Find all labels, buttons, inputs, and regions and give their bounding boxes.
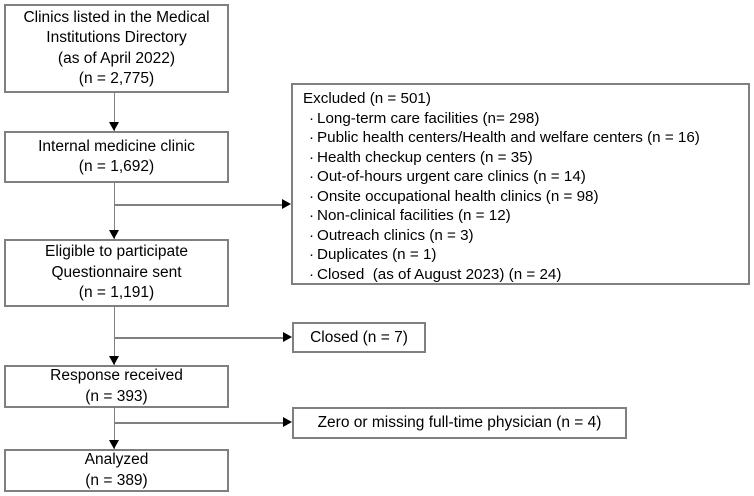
excluded-item-text: Duplicates (n = 1): [317, 246, 437, 263]
flow-box-text-line: Eligible to participate: [44, 243, 189, 261]
flow-box-closed: Closed (n = 7): [292, 322, 426, 353]
excluded-item-text: Long-term care facilities (n= 298): [317, 109, 540, 127]
flow-box-clinics-listed: Clinics listed in the Medical Institutio…: [4, 4, 229, 93]
flow-box-eligible: Eligible to participate Questionnaire se…: [4, 239, 229, 307]
excluded-item-text: Health checkup centers (n = 35): [317, 148, 533, 166]
bullet-icon: ·: [308, 187, 315, 205]
flow-box-internal-medicine: Internal medicine clinic (n = 1,692): [4, 131, 229, 183]
excluded-item-text: Onsite occupational health clinics (n = …: [317, 187, 599, 205]
excluded-item: · Outreach clinics (n = 3): [303, 226, 742, 246]
arrow-right-icon: [282, 199, 291, 210]
flow-box-text-line: Analyzed: [84, 451, 149, 468]
arrow-right-icon: [283, 417, 292, 428]
excluded-item: · Duplicates (n = 1): [303, 245, 742, 265]
bullet-icon: ·: [308, 207, 315, 224]
excluded-item: · Closed (as of August 2023) (n = 24): [303, 265, 742, 285]
flow-box-response-received: Response received (n = 393): [4, 365, 229, 408]
flow-box-text-line: Questionnaire sent: [51, 263, 182, 281]
flow-box-zero-physician: Zero or missing full-time physician (n =…: [292, 407, 627, 439]
excluded-item: · Public health centers/Health and welfa…: [303, 128, 742, 148]
arrow-down-icon: [108, 440, 119, 449]
excluded-item: · Out-of-hours urgent care clinics (n = …: [303, 167, 742, 187]
flow-box-text-line: Closed (n = 7): [310, 328, 408, 346]
flow-box-excluded: Excluded (n = 501) · Long-term care faci…: [291, 83, 750, 285]
excluded-item: · Long-term care facilities (n= 298): [303, 109, 742, 129]
flow-box-text-line: Institutions Directory: [46, 29, 187, 46]
flow-box-text-line: Internal medicine clinic: [38, 137, 195, 155]
excluded-item-text: Outreach clinics (n = 3): [317, 226, 474, 244]
connector-line-vertical: [113, 93, 115, 131]
flow-box-text-line: (n = 1,692): [78, 158, 155, 175]
flow-box-text-line: Clinics listed in the Medical: [23, 8, 210, 26]
connector-line-horizontal: [114, 422, 287, 424]
flow-box-text-line: Response received: [50, 367, 183, 384]
connector-line-vertical: [113, 408, 115, 449]
flow-box-text-line: (as of April 2022): [57, 49, 176, 67]
flow-box-analyzed: Analyzed (n = 389): [4, 449, 229, 492]
flow-box-text-line: (n = 1,191): [78, 284, 155, 302]
flow-box-text-line: Zero or missing full-time physician (n =…: [317, 414, 602, 431]
bullet-icon: ·: [308, 265, 315, 283]
bullet-icon: ·: [308, 168, 315, 185]
arrow-down-icon: [108, 122, 119, 131]
excluded-item-text: Closed (as of August 2023) (n = 24): [317, 265, 562, 283]
connector-line-vertical: [113, 183, 115, 239]
connector-line-horizontal: [114, 204, 286, 206]
arrow-down-icon: [108, 356, 119, 365]
arrow-down-icon: [108, 230, 119, 239]
connector-line-vertical: [113, 307, 115, 365]
arrow-right-icon: [283, 332, 292, 343]
flow-box-text-line: (n = 393): [85, 387, 148, 405]
bullet-icon: ·: [308, 148, 315, 166]
flow-box-text-line: (n = 2,775): [78, 70, 155, 87]
excluded-item-text: Non-clinical facilities (n = 12): [317, 207, 511, 224]
excluded-item-text: Out-of-hours urgent care clinics (n = 14…: [317, 168, 586, 185]
excluded-item-text: Public health centers/Health and welfare…: [317, 129, 700, 146]
bullet-icon: ·: [308, 246, 315, 263]
connector-line-horizontal: [114, 337, 287, 339]
excluded-item: · Non-clinical facilities (n = 12): [303, 206, 742, 226]
excluded-item: · Health checkup centers (n = 35): [303, 148, 742, 168]
bullet-icon: ·: [308, 226, 315, 244]
flow-box-text-line: (n = 389): [85, 471, 148, 489]
excluded-title: Excluded (n = 501): [303, 90, 431, 107]
bullet-icon: ·: [308, 109, 315, 127]
bullet-icon: ·: [308, 129, 315, 146]
excluded-item: · Onsite occupational health clinics (n …: [303, 187, 742, 207]
